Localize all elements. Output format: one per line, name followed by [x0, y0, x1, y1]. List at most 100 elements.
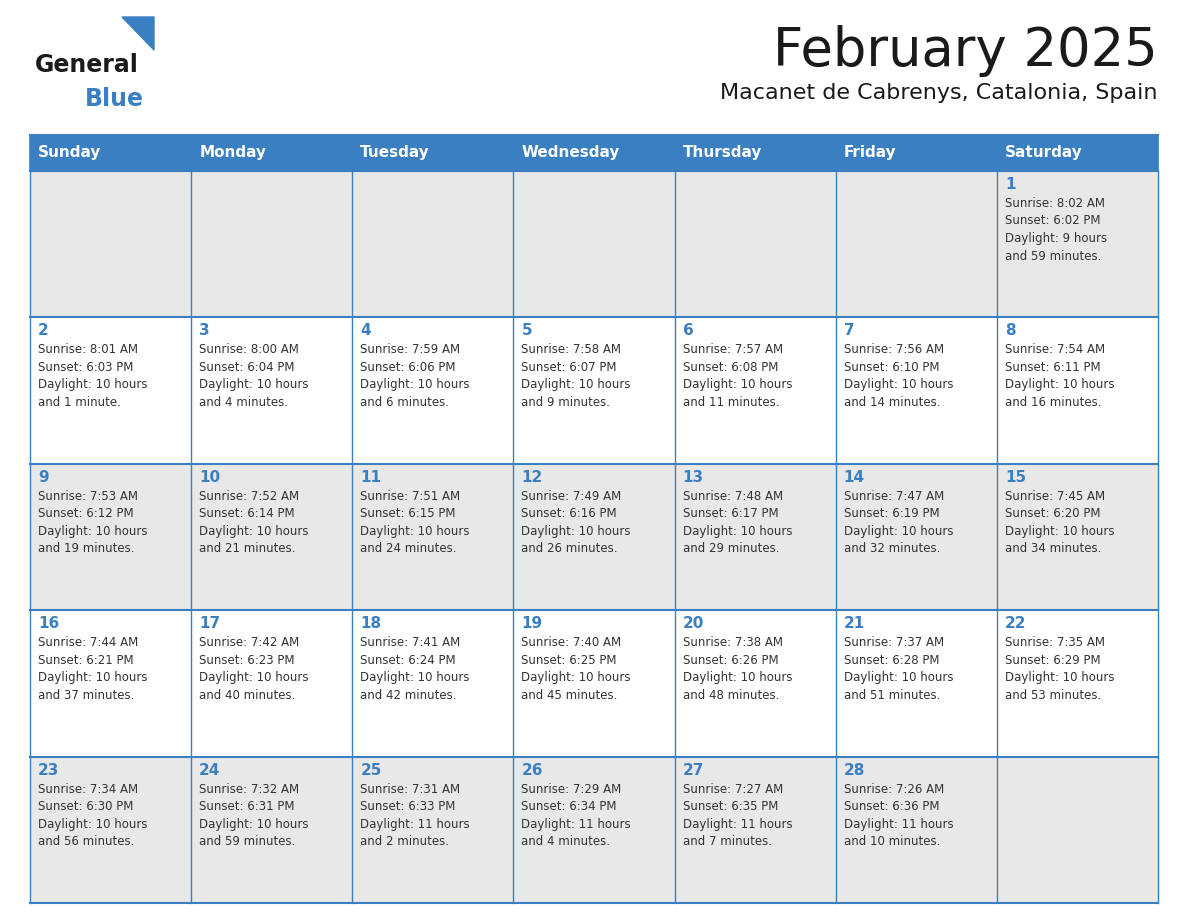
Text: Sunset: 6:23 PM: Sunset: 6:23 PM — [200, 654, 295, 666]
Text: and 16 minutes.: and 16 minutes. — [1005, 396, 1101, 409]
Text: 28: 28 — [843, 763, 865, 778]
Text: Daylight: 10 hours: Daylight: 10 hours — [200, 818, 309, 831]
Text: 7: 7 — [843, 323, 854, 339]
Text: Sunrise: 7:27 AM: Sunrise: 7:27 AM — [683, 783, 783, 796]
Text: Sunset: 6:02 PM: Sunset: 6:02 PM — [1005, 215, 1100, 228]
Text: Sunset: 6:35 PM: Sunset: 6:35 PM — [683, 800, 778, 813]
Text: and 11 minutes.: and 11 minutes. — [683, 396, 779, 409]
Text: Sunset: 6:15 PM: Sunset: 6:15 PM — [360, 508, 456, 521]
Text: Daylight: 10 hours: Daylight: 10 hours — [522, 378, 631, 391]
Text: Sunrise: 7:34 AM: Sunrise: 7:34 AM — [38, 783, 138, 796]
Text: Sunset: 6:07 PM: Sunset: 6:07 PM — [522, 361, 617, 374]
Text: and 2 minutes.: and 2 minutes. — [360, 835, 449, 848]
Text: Wednesday: Wednesday — [522, 145, 620, 161]
Text: Sunset: 6:31 PM: Sunset: 6:31 PM — [200, 800, 295, 813]
Text: 17: 17 — [200, 616, 220, 632]
Text: and 19 minutes.: and 19 minutes. — [38, 543, 134, 555]
Text: 23: 23 — [38, 763, 59, 778]
Text: Sunset: 6:24 PM: Sunset: 6:24 PM — [360, 654, 456, 666]
Text: 22: 22 — [1005, 616, 1026, 632]
Polygon shape — [122, 17, 154, 50]
Text: Sunset: 6:16 PM: Sunset: 6:16 PM — [522, 508, 617, 521]
Text: Sunset: 6:04 PM: Sunset: 6:04 PM — [200, 361, 295, 374]
Text: and 45 minutes.: and 45 minutes. — [522, 688, 618, 701]
Text: 9: 9 — [38, 470, 49, 485]
Text: and 32 minutes.: and 32 minutes. — [843, 543, 940, 555]
Text: Daylight: 10 hours: Daylight: 10 hours — [360, 525, 469, 538]
Text: and 24 minutes.: and 24 minutes. — [360, 543, 456, 555]
Text: Sunrise: 7:37 AM: Sunrise: 7:37 AM — [843, 636, 943, 649]
Bar — [30, 464, 1158, 610]
Text: Sunrise: 7:59 AM: Sunrise: 7:59 AM — [360, 343, 461, 356]
Text: Daylight: 10 hours: Daylight: 10 hours — [843, 671, 953, 684]
Text: and 4 minutes.: and 4 minutes. — [522, 835, 611, 848]
Text: Saturday: Saturday — [1005, 145, 1082, 161]
Text: 4: 4 — [360, 323, 371, 339]
Text: 1: 1 — [1005, 177, 1016, 192]
Text: 3: 3 — [200, 323, 210, 339]
Text: 10: 10 — [200, 470, 220, 485]
Bar — [30, 610, 1158, 756]
Text: Daylight: 10 hours: Daylight: 10 hours — [38, 671, 147, 684]
Text: Sunset: 6:21 PM: Sunset: 6:21 PM — [38, 654, 133, 666]
Text: and 56 minutes.: and 56 minutes. — [38, 835, 134, 848]
Text: Sunset: 6:10 PM: Sunset: 6:10 PM — [843, 361, 940, 374]
Text: 18: 18 — [360, 616, 381, 632]
Text: Daylight: 9 hours: Daylight: 9 hours — [1005, 232, 1107, 245]
Text: Sunset: 6:06 PM: Sunset: 6:06 PM — [360, 361, 456, 374]
Text: Sunrise: 7:56 AM: Sunrise: 7:56 AM — [843, 343, 943, 356]
Text: Sunrise: 8:02 AM: Sunrise: 8:02 AM — [1005, 197, 1105, 210]
Text: Sunrise: 7:47 AM: Sunrise: 7:47 AM — [843, 490, 944, 503]
Text: 12: 12 — [522, 470, 543, 485]
Text: and 34 minutes.: and 34 minutes. — [1005, 543, 1101, 555]
Text: and 6 minutes.: and 6 minutes. — [360, 396, 449, 409]
Text: Macanet de Cabrenys, Catalonia, Spain: Macanet de Cabrenys, Catalonia, Spain — [720, 83, 1158, 103]
Text: Daylight: 10 hours: Daylight: 10 hours — [683, 671, 792, 684]
Text: Daylight: 10 hours: Daylight: 10 hours — [522, 525, 631, 538]
Text: Sunrise: 7:57 AM: Sunrise: 7:57 AM — [683, 343, 783, 356]
Text: and 29 minutes.: and 29 minutes. — [683, 543, 779, 555]
Text: Sunset: 6:28 PM: Sunset: 6:28 PM — [843, 654, 940, 666]
Text: and 4 minutes.: and 4 minutes. — [200, 396, 289, 409]
Text: Sunrise: 7:48 AM: Sunrise: 7:48 AM — [683, 490, 783, 503]
Text: and 14 minutes.: and 14 minutes. — [843, 396, 940, 409]
Text: Sunset: 6:34 PM: Sunset: 6:34 PM — [522, 800, 617, 813]
Text: Sunset: 6:11 PM: Sunset: 6:11 PM — [1005, 361, 1100, 374]
Bar — [30, 171, 1158, 318]
Text: 24: 24 — [200, 763, 221, 778]
Text: and 48 minutes.: and 48 minutes. — [683, 688, 779, 701]
Text: Daylight: 10 hours: Daylight: 10 hours — [38, 378, 147, 391]
Text: Daylight: 10 hours: Daylight: 10 hours — [200, 671, 309, 684]
Bar — [30, 135, 1158, 171]
Text: and 59 minutes.: and 59 minutes. — [1005, 250, 1101, 263]
Text: Sunrise: 7:29 AM: Sunrise: 7:29 AM — [522, 783, 621, 796]
Text: Daylight: 10 hours: Daylight: 10 hours — [683, 378, 792, 391]
Text: 11: 11 — [360, 470, 381, 485]
Text: Thursday: Thursday — [683, 145, 762, 161]
Text: Monday: Monday — [200, 145, 266, 161]
Text: Sunrise: 7:41 AM: Sunrise: 7:41 AM — [360, 636, 461, 649]
Text: Sunrise: 7:35 AM: Sunrise: 7:35 AM — [1005, 636, 1105, 649]
Text: Sunset: 6:17 PM: Sunset: 6:17 PM — [683, 508, 778, 521]
Text: and 1 minute.: and 1 minute. — [38, 396, 121, 409]
Text: and 40 minutes.: and 40 minutes. — [200, 688, 296, 701]
Text: Daylight: 10 hours: Daylight: 10 hours — [200, 525, 309, 538]
Text: 14: 14 — [843, 470, 865, 485]
Text: 2: 2 — [38, 323, 49, 339]
Text: and 10 minutes.: and 10 minutes. — [843, 835, 940, 848]
Text: Daylight: 10 hours: Daylight: 10 hours — [843, 525, 953, 538]
Text: Sunrise: 8:01 AM: Sunrise: 8:01 AM — [38, 343, 138, 356]
Text: and 59 minutes.: and 59 minutes. — [200, 835, 296, 848]
Text: Sunrise: 7:40 AM: Sunrise: 7:40 AM — [522, 636, 621, 649]
Text: Sunrise: 7:26 AM: Sunrise: 7:26 AM — [843, 783, 944, 796]
Text: Daylight: 11 hours: Daylight: 11 hours — [522, 818, 631, 831]
Text: and 53 minutes.: and 53 minutes. — [1005, 688, 1101, 701]
Text: 8: 8 — [1005, 323, 1016, 339]
Text: Daylight: 11 hours: Daylight: 11 hours — [360, 818, 470, 831]
Text: Sunrise: 7:53 AM: Sunrise: 7:53 AM — [38, 490, 138, 503]
Text: Sunday: Sunday — [38, 145, 101, 161]
Text: Sunrise: 7:54 AM: Sunrise: 7:54 AM — [1005, 343, 1105, 356]
Text: 6: 6 — [683, 323, 694, 339]
Text: Daylight: 10 hours: Daylight: 10 hours — [360, 378, 469, 391]
Text: Sunrise: 7:49 AM: Sunrise: 7:49 AM — [522, 490, 621, 503]
